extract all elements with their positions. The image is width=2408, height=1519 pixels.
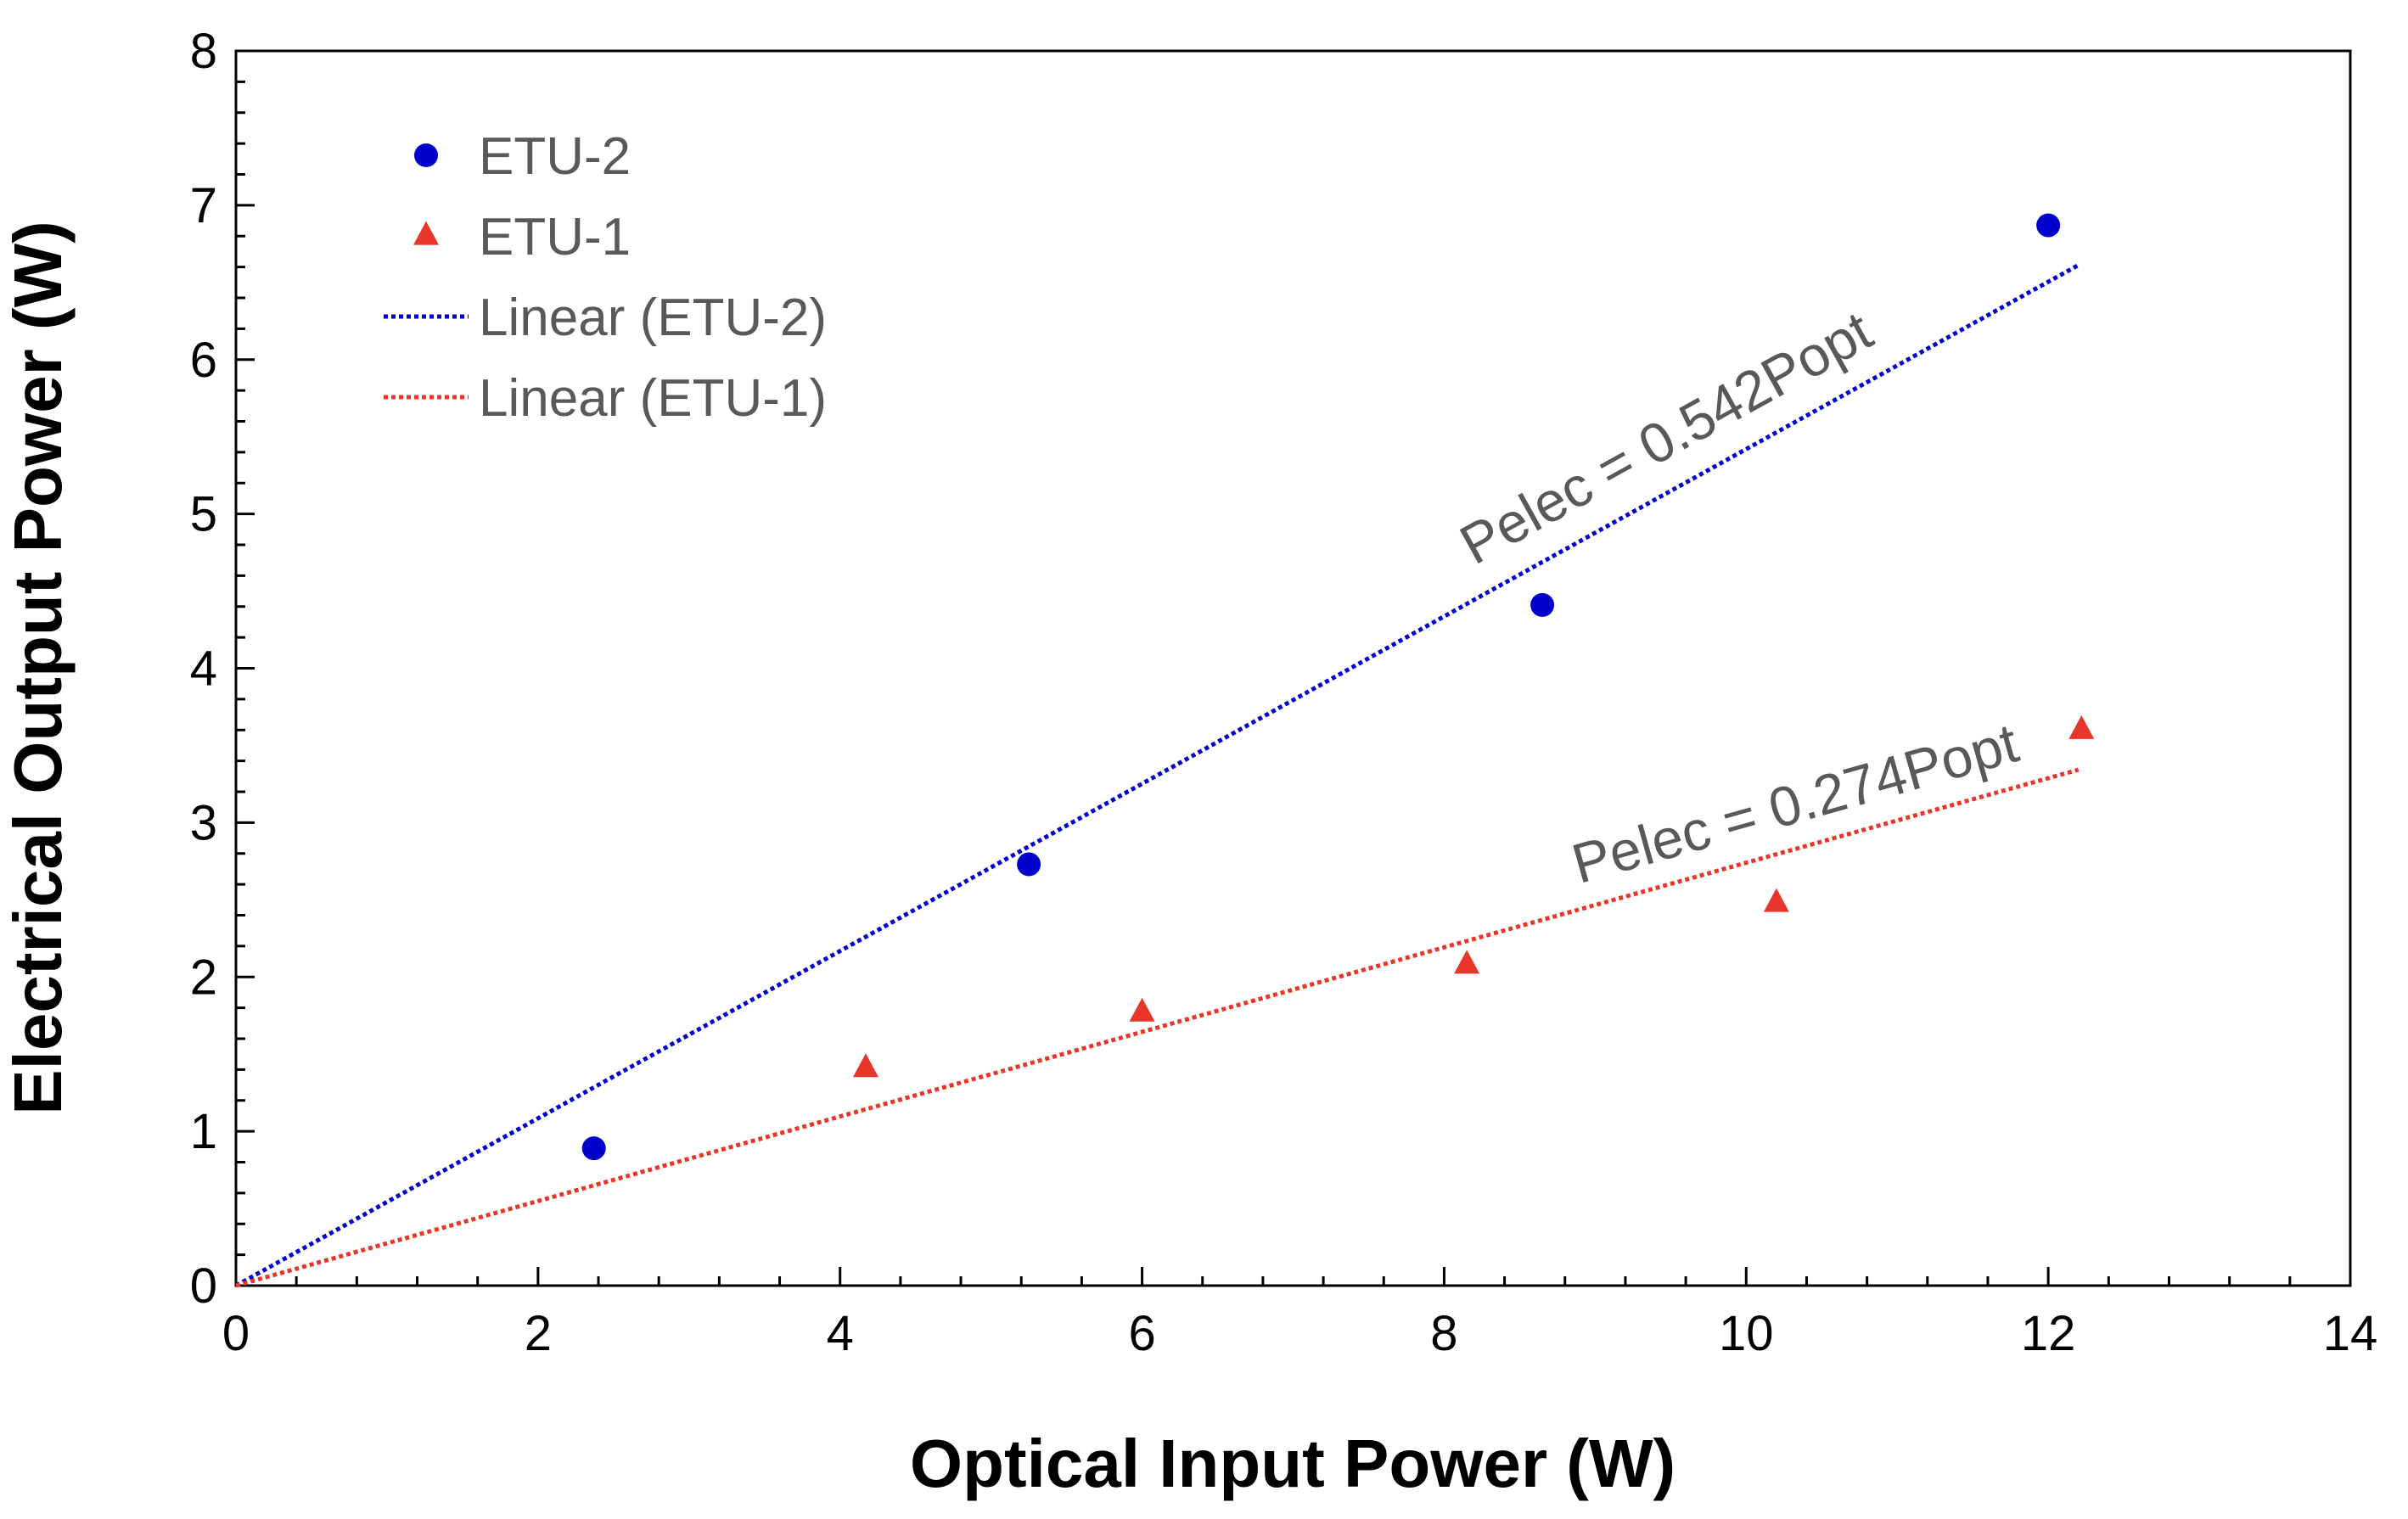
y-tick-label: 3 [190, 795, 217, 850]
x-tick-label: 10 [1719, 1306, 1774, 1361]
triangle-point-2-2 [1129, 997, 1155, 1022]
legend-label-2: ETU-1 [479, 208, 631, 266]
circle-point-1-3 [1530, 592, 1555, 617]
circle-point-1-1 [581, 1136, 606, 1161]
y-axis-title: Electrical Output Power (W) [0, 221, 76, 1114]
y-tick-label: 6 [190, 333, 217, 388]
y-tick-label: 1 [190, 1104, 217, 1159]
legend: ETU-2 ETU-1 Linear (ETU-2) Linear (ETU-1) [384, 127, 827, 428]
circle-point-1-4 [2036, 213, 2061, 238]
trendlines [234, 263, 2080, 1288]
x-tick-label: 0 [222, 1306, 250, 1361]
x-tick-label: 8 [1430, 1306, 1457, 1361]
x-axis-title: Optical Input Power (W) [910, 1426, 1675, 1501]
legend-label-1: ETU-2 [479, 127, 631, 186]
y-tick-label: 5 [190, 487, 217, 542]
y-tick-label: 7 [190, 178, 217, 233]
circle-point-1-2 [1017, 852, 1041, 877]
axis-ticks [234, 49, 2352, 1287]
data-points [581, 213, 2095, 1161]
y-tick-label: 4 [190, 642, 217, 697]
triangle-point-2-3 [1454, 950, 1480, 974]
x-tick-label: 4 [827, 1306, 854, 1361]
x-tick-label: 12 [2021, 1306, 2076, 1361]
x-tick-label: 6 [1128, 1306, 1155, 1361]
legend-label-3: Linear (ETU-2) [479, 289, 827, 347]
y-tick-label: 2 [190, 950, 217, 1005]
triangle-point-2-5 [2068, 715, 2095, 739]
x-tick-label: 2 [525, 1306, 552, 1361]
legend-circle-swatch-1 [414, 143, 438, 167]
plot-area [234, 49, 2352, 1287]
triangle-point-2-4 [1763, 888, 1789, 912]
triangle-point-2-1 [852, 1053, 878, 1078]
y-tick-label: 0 [190, 1258, 217, 1314]
legend-triangle-swatch-2 [413, 221, 439, 245]
legend-label-4: Linear (ETU-1) [479, 369, 827, 428]
y-tick-label: 8 [190, 24, 217, 79]
x-tick-label: 14 [2323, 1306, 2378, 1361]
trendline-2 [235, 767, 2080, 1288]
